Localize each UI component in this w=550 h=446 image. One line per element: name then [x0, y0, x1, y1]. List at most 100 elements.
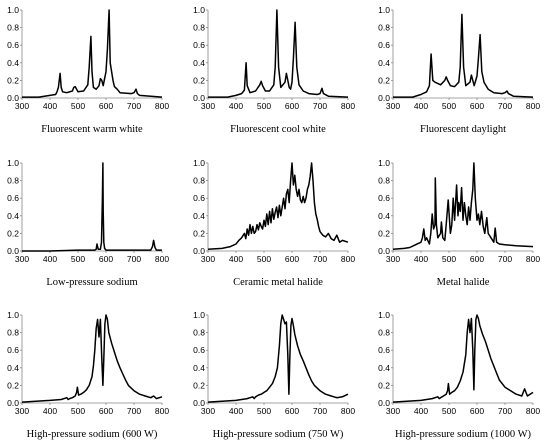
x-tick-label: 700: [313, 406, 327, 416]
panel-caption: Low-pressure sodium: [46, 277, 137, 288]
y-tick-label: 0.8: [378, 328, 390, 338]
y-tick-label: 0.2: [7, 228, 19, 238]
x-tick-label: 600: [99, 254, 113, 264]
y-tick-label: 0.4: [193, 58, 205, 68]
y-tick-label: 0.4: [193, 363, 205, 373]
spectrum-panel: 0.0 0.2 0.4 0.6 0.8 1.0 300 400 500 600 700 800 Meta…: [378, 158, 540, 288]
panel-caption: Fluorescent cool white: [230, 124, 326, 135]
spectrum-line: [207, 314, 349, 403]
x-tick-label: 700: [127, 254, 141, 264]
y-tick-label: 0.2: [7, 75, 19, 85]
x-tick-label: 600: [470, 406, 484, 416]
x-tick-label: 700: [498, 101, 512, 111]
x-tick-label: 300: [201, 101, 215, 111]
y-tick-label: 0.4: [193, 211, 205, 221]
x-tick-label: 500: [71, 406, 85, 416]
y-tick-label: 0.6: [378, 40, 390, 50]
y-tick-label: 0.6: [7, 40, 19, 50]
y-tick-label: 0.2: [193, 228, 205, 238]
spectrum-panel: 0.0 0.2 0.4 0.6 0.8 1.0 300 400 500 600 700 800 High…: [7, 310, 169, 440]
x-tick-label: 800: [155, 254, 169, 264]
x-tick-label: 700: [498, 254, 512, 264]
x-tick-label: 600: [470, 254, 484, 264]
spectrum-line: [393, 13, 534, 98]
y-tick-label: 0.4: [378, 58, 390, 68]
spectrum-panel: 0.0 0.2 0.4 0.6 0.8 1.0 300 400 500 600 700 800 Fluo…: [378, 5, 540, 135]
y-tick-label: 0.0: [378, 398, 390, 408]
y-tick-label: 0.0: [7, 93, 19, 103]
panel-caption: Fluorescent warm white: [41, 124, 143, 135]
x-tick-label: 600: [99, 101, 113, 111]
y-tick-label: 1.0: [378, 310, 390, 320]
y-tick-label: 0.0: [7, 398, 19, 408]
y-tick-label: 0.4: [7, 211, 19, 221]
x-tick-label: 700: [127, 101, 141, 111]
y-tick-label: 1.0: [7, 310, 19, 320]
spectrum-panel: 0.0 0.2 0.4 0.6 0.8 1.0 300 400 500 600 700 800 Fluo…: [193, 5, 355, 135]
y-tick-label: 0.4: [378, 363, 390, 373]
x-tick-label: 300: [201, 254, 215, 264]
spectrum-panel: 0.0 0.2 0.4 0.6 0.8 1.0 300 400 500 600 700 800 Cera…: [193, 158, 355, 288]
x-tick-label: 400: [43, 406, 57, 416]
y-tick-label: 0.6: [378, 193, 390, 203]
y-tick-label: 1.0: [193, 310, 205, 320]
y-tick-label: 1.0: [7, 158, 19, 168]
x-tick-label: 500: [257, 101, 271, 111]
spectrum-panel: 0.0 0.2 0.4 0.6 0.8 1.0 300 400 500 600 700 800 Low-…: [7, 158, 169, 288]
x-tick-label: 800: [526, 406, 540, 416]
y-tick-label: 0.8: [193, 23, 205, 33]
y-tick-label: 0.0: [193, 93, 205, 103]
x-tick-label: 400: [43, 101, 57, 111]
x-tick-label: 300: [201, 406, 215, 416]
x-tick-label: 700: [313, 101, 327, 111]
y-tick-label: 0.6: [378, 345, 390, 355]
x-tick-label: 800: [155, 101, 169, 111]
x-tick-label: 800: [341, 101, 355, 111]
x-tick-label: 500: [442, 101, 456, 111]
x-tick-label: 500: [71, 101, 85, 111]
x-tick-label: 300: [386, 254, 400, 264]
x-tick-label: 500: [257, 406, 271, 416]
x-tick-label: 300: [15, 101, 29, 111]
y-tick-label: 1.0: [193, 158, 205, 168]
x-tick-label: 600: [285, 406, 299, 416]
y-tick-label: 0.0: [193, 398, 205, 408]
x-tick-label: 700: [498, 406, 512, 416]
x-tick-label: 300: [15, 406, 29, 416]
panel-caption: High-pressure sodium (750 W): [213, 429, 344, 440]
x-tick-label: 600: [285, 254, 299, 264]
x-tick-label: 700: [127, 406, 141, 416]
y-tick-label: 0.8: [193, 328, 205, 338]
spectrum-line: [392, 162, 534, 250]
x-tick-label: 300: [15, 254, 29, 264]
x-tick-label: 800: [155, 406, 169, 416]
y-tick-label: 0.6: [7, 193, 19, 203]
y-tick-label: 1.0: [378, 158, 390, 168]
spectrum-panel: 0.0 0.2 0.4 0.6 0.8 1.0 300 400 500 600 700 800 High…: [193, 310, 355, 440]
x-tick-label: 600: [99, 406, 113, 416]
x-tick-label: 400: [229, 254, 243, 264]
x-tick-label: 400: [414, 254, 428, 264]
x-tick-label: 500: [71, 254, 85, 264]
y-tick-label: 0.0: [193, 246, 205, 256]
y-tick-label: 0.6: [193, 193, 205, 203]
x-tick-label: 500: [257, 254, 271, 264]
y-tick-label: 0.0: [378, 246, 390, 256]
x-tick-label: 300: [386, 406, 400, 416]
y-tick-label: 0.2: [193, 380, 205, 390]
x-tick-label: 400: [229, 406, 243, 416]
panel-caption: Metal halide: [437, 277, 490, 288]
y-tick-label: 1.0: [193, 5, 205, 15]
spectrum-line: [22, 162, 162, 252]
x-tick-label: 600: [285, 101, 299, 111]
spectrum-panel: 0.0 0.2 0.4 0.6 0.8 1.0 300 400 500 600 700 800 Fluo…: [7, 5, 169, 135]
panel-caption: Fluorescent daylight: [420, 124, 506, 135]
y-tick-label: 0.8: [7, 328, 19, 338]
x-tick-label: 500: [442, 254, 456, 264]
spectrum-line: [21, 314, 163, 403]
x-tick-label: 300: [386, 101, 400, 111]
y-tick-label: 0.8: [7, 176, 19, 186]
x-tick-label: 400: [414, 406, 428, 416]
y-tick-label: 0.2: [378, 228, 390, 238]
